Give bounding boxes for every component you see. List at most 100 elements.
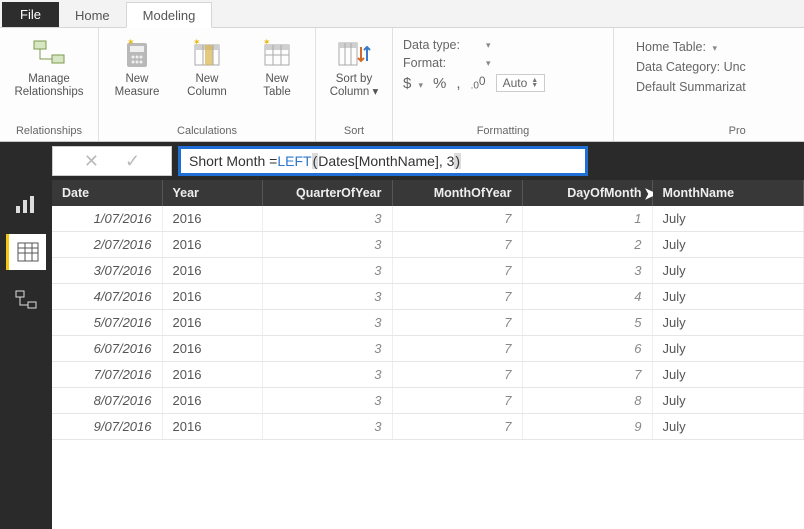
cell-dayofmonth: 2 (522, 232, 652, 258)
group-title-calculations: Calculations (109, 125, 305, 139)
table-row[interactable]: 4/07/20162016374July (52, 284, 804, 310)
new-column-label: NewColumn (187, 73, 227, 99)
ribbon-group-properties: Home Table: ▾ Data Category: Unc Default… (614, 28, 756, 141)
col-header-monthname[interactable]: MonthName (652, 180, 804, 206)
decimal-places-stepper[interactable]: Auto ▲▼ (496, 74, 546, 92)
col-header-quarterofyear[interactable]: QuarterOfYear (262, 180, 392, 206)
cell-year: 2016 (162, 284, 262, 310)
manage-relationships-label: ManageRelationships (14, 73, 83, 99)
new-measure-label: NewMeasure (115, 73, 160, 99)
tab-file[interactable]: File (2, 2, 59, 27)
ribbon-group-formatting: Data type:▾ Format:▾ $ ▾ % , .00 Auto ▲▼… (393, 28, 614, 141)
col-header-year[interactable]: Year (162, 180, 262, 206)
data-grid: Date Year QuarterOfYear MonthOfYear DayO… (52, 180, 804, 529)
model-view-button[interactable] (6, 282, 46, 318)
cell-year: 2016 (162, 414, 262, 440)
cell-quarterofyear: 3 (262, 206, 392, 232)
format-label: Format: (403, 56, 475, 70)
table-row[interactable]: 5/07/20162016375July (52, 310, 804, 336)
formula-bar-row: ✕ ✓ Short Month = LEFT( Dates[MonthName]… (0, 142, 804, 180)
table-row[interactable]: 3/07/20162016373July (52, 258, 804, 284)
cell-monthname: July (652, 362, 804, 388)
formula-prefix: Short Month = (189, 153, 277, 169)
cell-quarterofyear: 3 (262, 362, 392, 388)
open-paren: ( (312, 153, 319, 169)
formula-bar[interactable]: Short Month = LEFT( Dates[MonthName], 3 … (178, 146, 588, 176)
cell-monthofyear: 7 (392, 388, 522, 414)
cell-monthname: July (652, 284, 804, 310)
tab-home[interactable]: Home (59, 3, 126, 27)
tab-strip: File Home Modeling (0, 0, 804, 28)
data-view-button[interactable] (6, 234, 46, 270)
cell-date: 3/07/2016 (52, 258, 162, 284)
data-type-dropdown[interactable]: Data type: ▾ (403, 38, 603, 52)
report-view-icon (15, 194, 37, 214)
stepper-arrows-icon: ▲▼ (531, 78, 538, 88)
cell-date: 5/07/2016 (52, 310, 162, 336)
home-table-label: Home Table: (636, 40, 706, 54)
cell-dayofmonth: 7 (522, 362, 652, 388)
manage-relationships-button[interactable]: ManageRelationships (10, 34, 88, 99)
cell-dayofmonth: 1 (522, 206, 652, 232)
commit-formula-button[interactable]: ✓ (125, 151, 140, 172)
data-type-label: Data type: (403, 38, 475, 52)
col-header-dayofmonth[interactable]: DayOfMonth➤ (522, 180, 652, 206)
data-category-dropdown[interactable]: Data Category: Unc (636, 60, 746, 74)
cell-quarterofyear: 3 (262, 388, 392, 414)
report-view-button[interactable] (6, 186, 46, 222)
percent-format-button[interactable]: % (433, 75, 446, 92)
cell-quarterofyear: 3 (262, 258, 392, 284)
table-row[interactable]: 1/07/20162016371July (52, 206, 804, 232)
table-row[interactable]: 9/07/20162016379July (52, 414, 804, 440)
cell-monthname: July (652, 206, 804, 232)
ribbon: ManageRelationships Relationships ✶ NewM… (0, 28, 804, 142)
chevron-down-icon: ▾ (712, 43, 717, 53)
cell-monthname: July (652, 336, 804, 362)
table-row[interactable]: 6/07/20162016376July (52, 336, 804, 362)
currency-format-button[interactable]: $ ▾ (403, 75, 423, 92)
new-measure-button[interactable]: ✶ NewMeasure (109, 34, 165, 99)
cell-monthname: July (652, 310, 804, 336)
ribbon-group-calculations: ✶ NewMeasure ✶ NewColumn ✶ NewTable Calc… (99, 28, 316, 141)
decimal-button[interactable]: .00 (471, 74, 486, 91)
data-view-icon (17, 242, 39, 262)
col-header-monthofyear[interactable]: MonthOfYear (392, 180, 522, 206)
default-summarization-dropdown[interactable]: Default Summarizat (636, 80, 746, 94)
formula-bar-actions: ✕ ✓ (52, 146, 172, 176)
new-table-button[interactable]: ✶ NewTable (249, 34, 305, 99)
group-title-formatting: Formatting (403, 125, 603, 139)
table-row[interactable]: 2/07/20162016372July (52, 232, 804, 258)
thousand-sep-button[interactable]: , (456, 75, 460, 92)
cell-quarterofyear: 3 (262, 336, 392, 362)
model-view-icon (15, 290, 37, 310)
cell-year: 2016 (162, 336, 262, 362)
table-row[interactable]: 7/07/20162016377July (52, 362, 804, 388)
cell-quarterofyear: 3 (262, 284, 392, 310)
relationships-icon (32, 36, 66, 70)
group-title-relationships: Relationships (10, 125, 88, 139)
home-table-dropdown[interactable]: Home Table: ▾ (636, 40, 746, 54)
cell-monthofyear: 7 (392, 258, 522, 284)
new-column-button[interactable]: ✶ NewColumn (179, 34, 235, 99)
svg-text:✶: ✶ (263, 37, 271, 47)
table-row[interactable]: 8/07/20162016378July (52, 388, 804, 414)
cell-date: 6/07/2016 (52, 336, 162, 362)
col-header-date[interactable]: Date (52, 180, 162, 206)
format-dropdown[interactable]: Format:▾ (403, 56, 603, 70)
cell-monthofyear: 7 (392, 310, 522, 336)
sort-by-column-label: Sort byColumn ▾ (330, 73, 379, 99)
column-icon: ✶ (190, 36, 224, 70)
group-title-properties: Pro (624, 125, 746, 139)
ribbon-group-relationships: ManageRelationships Relationships (0, 28, 99, 141)
cell-year: 2016 (162, 362, 262, 388)
cancel-formula-button[interactable]: ✕ (84, 151, 99, 172)
new-table-label: NewTable (263, 73, 291, 99)
chevron-down-icon: ▾ (419, 80, 424, 90)
sort-by-column-button[interactable]: Sort byColumn ▾ (326, 34, 382, 99)
sort-icon (337, 36, 371, 70)
tab-modeling[interactable]: Modeling (126, 2, 213, 28)
cell-monthname: July (652, 388, 804, 414)
cell-dayofmonth: 3 (522, 258, 652, 284)
chevron-down-icon: ▾ (486, 40, 491, 51)
cell-date: 8/07/2016 (52, 388, 162, 414)
